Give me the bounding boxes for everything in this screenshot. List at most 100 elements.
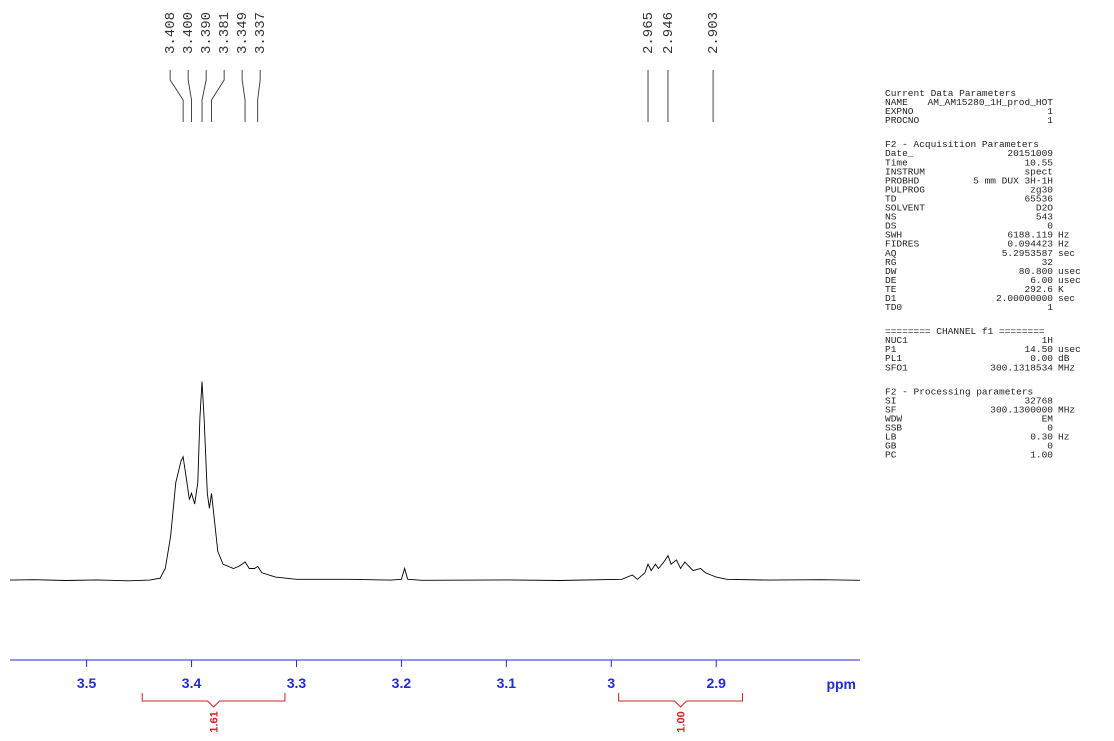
param-value: 20151009 <box>1007 148 1053 159</box>
param-unit: usec <box>1058 266 1081 277</box>
param-key: TD <box>885 193 897 204</box>
param-unit: Hz <box>1058 432 1069 443</box>
param-key: Time <box>885 157 908 168</box>
param-unit: MHz <box>1058 362 1075 373</box>
param-value: 6188.119 <box>1007 230 1053 241</box>
param-value: 5.2953587 <box>1002 248 1053 259</box>
param-value: 32768 <box>1024 395 1053 406</box>
param-key: SF <box>885 404 897 415</box>
param-value: 5 mm DUX 3H-1H <box>973 175 1053 186</box>
param-value: 1.00 <box>1030 450 1053 461</box>
x-tick-label: 3.1 <box>497 675 517 691</box>
param-value: 0.094423 <box>1007 239 1053 250</box>
param-section-title: F2 - Acquisition Parameters <box>885 139 1039 150</box>
param-value: 10.55 <box>1024 157 1053 168</box>
param-value: AM_AM15280_1H_prod_HOT <box>928 97 1054 108</box>
param-key: SI <box>885 395 896 406</box>
param-key: TD0 <box>885 302 902 313</box>
param-value: 2.00000000 <box>996 293 1053 304</box>
peak-marker <box>257 70 261 122</box>
param-unit: usec <box>1058 275 1081 286</box>
param-unit: Hz <box>1058 239 1069 250</box>
param-key: DE <box>885 275 897 286</box>
param-key: NUC1 <box>885 335 908 346</box>
param-value: 1H <box>1042 335 1053 346</box>
param-value: 1 <box>1047 106 1053 117</box>
param-key: DS <box>885 221 897 232</box>
param-key: PROBHD <box>885 175 920 186</box>
param-key: GB <box>885 441 897 452</box>
x-tick-label: 2.9 <box>707 675 727 691</box>
param-value: D2O <box>1036 203 1053 214</box>
param-key: PL1 <box>885 353 902 364</box>
param-value: 0.00 <box>1030 353 1053 364</box>
param-value: 1 <box>1047 302 1053 313</box>
param-section-title: Current Data Parameters <box>885 88 1016 99</box>
param-value: EM <box>1042 413 1054 424</box>
x-tick-label: 3.2 <box>392 675 412 691</box>
param-value: 0 <box>1047 422 1053 433</box>
integral-label: 1.61 <box>209 711 221 732</box>
peak-label: 3.381 <box>217 12 233 54</box>
param-key: FIDRES <box>885 239 920 250</box>
param-key: PROCNO <box>885 115 920 126</box>
param-key: PC <box>885 450 897 461</box>
param-unit: dB <box>1058 353 1070 364</box>
param-key: TE <box>885 284 897 295</box>
param-key: SSB <box>885 422 902 433</box>
param-section-title: ======== CHANNEL f1 ======== <box>885 326 1045 337</box>
param-key: SWH <box>885 230 902 241</box>
x-tick-label: 3.4 <box>182 675 202 691</box>
param-value: spect <box>1024 166 1053 177</box>
peak-marker <box>211 70 225 122</box>
param-key: PULPROG <box>885 184 925 195</box>
param-value: 300.1300000 <box>990 404 1053 415</box>
peak-marker <box>241 70 246 122</box>
param-key: SFO1 <box>885 362 908 373</box>
param-unit: K <box>1058 284 1064 295</box>
param-key: INSTRUM <box>885 166 925 177</box>
param-value: 80.800 <box>1019 266 1054 277</box>
param-value: 0 <box>1047 441 1053 452</box>
param-value: 32 <box>1042 257 1054 268</box>
x-axis-label: ppm <box>826 676 856 692</box>
param-value: 14.50 <box>1024 344 1053 355</box>
peak-label: 3.337 <box>253 12 269 54</box>
param-key: EXPNO <box>885 106 914 117</box>
param-key: NS <box>885 212 897 223</box>
peak-label: 3.408 <box>163 12 179 54</box>
peak-label: 2.946 <box>661 12 677 54</box>
peak-label: 3.390 <box>199 12 215 54</box>
peak-marker <box>187 70 192 122</box>
param-key: P1 <box>885 344 897 355</box>
param-value: 292.6 <box>1024 284 1053 295</box>
param-value: zg30 <box>1030 184 1053 195</box>
param-unit: Hz <box>1058 230 1069 241</box>
peak-label: 3.400 <box>181 12 197 54</box>
param-value: 0.30 <box>1030 432 1053 443</box>
param-key: RG <box>885 257 897 268</box>
param-section-title: F2 - Processing parameters <box>885 386 1033 397</box>
param-key: DW <box>885 266 897 277</box>
param-key: AQ <box>885 248 897 259</box>
param-value: 543 <box>1036 212 1053 223</box>
peak-marker <box>169 70 184 122</box>
integral-bracket <box>618 693 743 708</box>
peak-label: 3.349 <box>235 12 251 54</box>
peak-label: 2.903 <box>706 12 722 54</box>
integral-bracket <box>141 693 286 708</box>
param-value: 0 <box>1047 221 1053 232</box>
peak-label: 2.965 <box>641 12 657 54</box>
param-unit: usec <box>1058 344 1081 355</box>
integral-label: 1.00 <box>676 711 688 732</box>
param-key: NAME <box>885 97 908 108</box>
param-unit: sec <box>1058 248 1075 259</box>
param-key: SOLVENT <box>885 203 925 214</box>
param-key: WDW <box>885 413 902 424</box>
param-value: 1 <box>1047 115 1053 126</box>
param-value: 6.00 <box>1030 275 1053 286</box>
spectrum-line <box>9 381 861 582</box>
param-value: 300.1318534 <box>990 362 1053 373</box>
peak-marker <box>201 70 207 122</box>
